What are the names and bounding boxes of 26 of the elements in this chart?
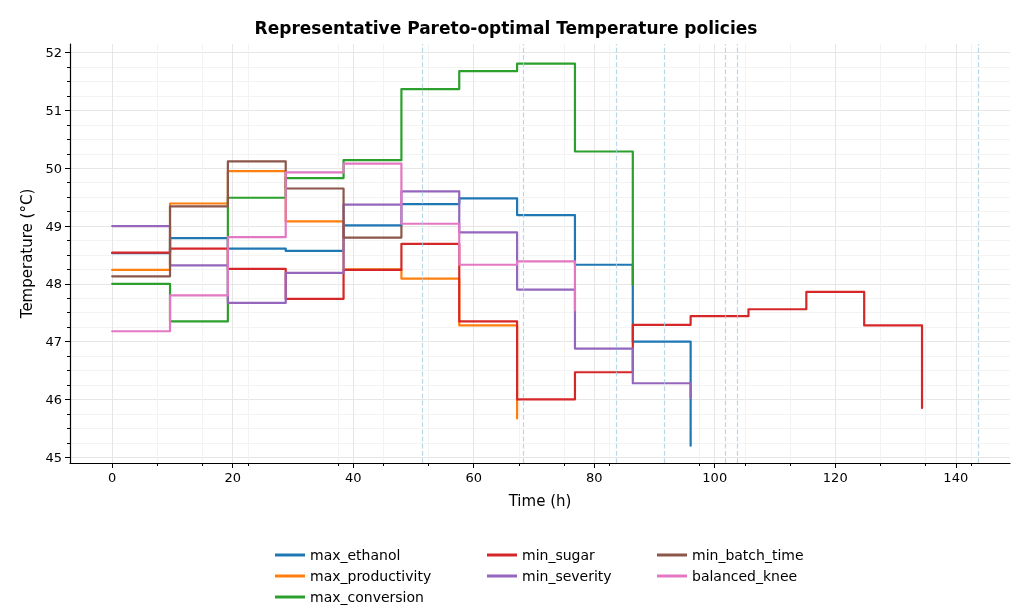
y-tick-label: 47	[45, 334, 62, 350]
x-axis-title: Time (h)	[507, 491, 572, 510]
y-tick-label: 46	[45, 391, 62, 407]
y-tick-label: 49	[45, 218, 62, 234]
x-tick-label: 80	[585, 470, 603, 485]
legend-label: max_productivity	[310, 568, 432, 584]
x-tick-label: 120	[822, 470, 848, 485]
legend-label: balanced_knee	[692, 568, 798, 584]
y-tick-label: 48	[45, 276, 62, 292]
x-tick-label: 60	[465, 470, 482, 485]
legend-label: min_sugar	[522, 547, 596, 563]
y-tick-label: 45	[45, 449, 62, 465]
y-axis-title: Temperature (°C)	[18, 188, 37, 320]
legend-label: max_ethanol	[310, 547, 401, 563]
chart-title: Representative Pareto-optimal Temperature policies	[254, 17, 758, 38]
legend-label: min_severity	[522, 568, 612, 584]
y-tick-label: 50	[45, 160, 62, 176]
legend-label: min_batch_time	[692, 547, 804, 563]
x-tick-label: 0	[108, 470, 117, 485]
y-tick-label: 52	[45, 45, 62, 61]
x-tick-label: 100	[702, 470, 728, 485]
x-tick-label: 20	[224, 470, 241, 485]
x-tick-label: 140	[943, 470, 969, 485]
y-tick-label: 51	[45, 102, 62, 118]
x-tick-label: 40	[344, 470, 362, 485]
legend-label: max_conversion	[310, 589, 424, 605]
